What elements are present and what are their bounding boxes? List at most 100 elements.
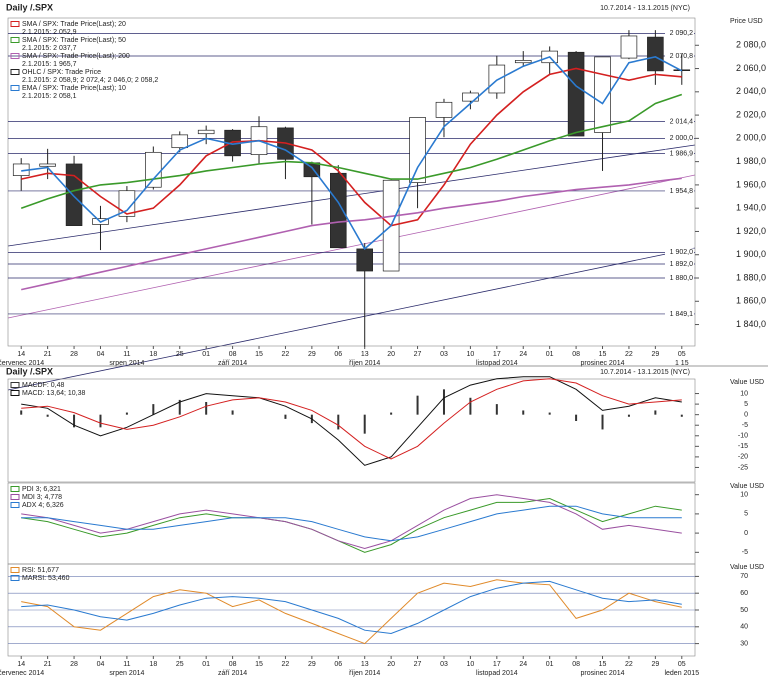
x-tick-label: 21 xyxy=(44,351,52,358)
legend-label: MACD: 13,64; 10,38 xyxy=(22,390,86,397)
level-label-bg xyxy=(665,248,694,257)
level-label: 2 014,4 xyxy=(670,118,693,125)
x-tick-label: 21 xyxy=(44,661,52,668)
candle-body xyxy=(435,101,453,118)
histogram-bar xyxy=(73,414,76,428)
x-tick-label: 10 xyxy=(467,661,475,668)
x-tick-label: 13 xyxy=(361,351,369,358)
series-line xyxy=(21,505,682,542)
level-label-bg xyxy=(665,134,694,143)
candle-body xyxy=(462,92,479,102)
x-tick-label: 03 xyxy=(440,661,448,668)
legend-label: MARSI: 53,460 xyxy=(22,575,70,582)
y-tick-label: 1 880,0 xyxy=(736,272,766,282)
series-line xyxy=(21,378,682,460)
x-tick-label: 17 xyxy=(493,351,501,358)
legend-swatch xyxy=(10,85,20,91)
histogram-bar xyxy=(654,410,657,415)
candle-body xyxy=(647,36,664,72)
legend-value: 2.1.2015: 2 052,9 xyxy=(22,29,77,36)
histogram-bar xyxy=(601,414,604,430)
x-tick-label: 01 xyxy=(202,661,210,668)
x-tick-label: 20 xyxy=(387,661,395,668)
candle-body xyxy=(409,117,426,183)
x-tick-label: 18 xyxy=(149,661,157,668)
x-tick-label: 01 xyxy=(202,351,210,358)
level-label-bg xyxy=(665,260,694,269)
x-tick-label: 04 xyxy=(97,661,105,668)
series-line xyxy=(21,579,682,645)
month-label: srpen 2014 xyxy=(109,360,144,367)
x-tick-label: 11 xyxy=(123,351,130,358)
x-tick-label: 27 xyxy=(414,351,422,358)
x-tick-label: 15 xyxy=(599,661,607,668)
y-tick-label: 1 960,0 xyxy=(736,179,766,189)
level-label: 1 954,8 xyxy=(670,188,693,195)
x-tick-label: 06 xyxy=(334,661,342,668)
y-tick-label: -10 xyxy=(738,433,748,440)
trend-line xyxy=(7,247,696,391)
y-tick-label: 5 xyxy=(744,511,748,518)
panel-title: Daily /.SPX xyxy=(6,366,53,376)
y-tick-label: -5 xyxy=(742,422,748,429)
histogram-bar xyxy=(20,410,23,415)
histogram-bar xyxy=(495,404,498,415)
candle-body xyxy=(39,163,56,167)
series-line xyxy=(21,494,682,550)
x-tick-label: 05 xyxy=(678,351,686,358)
series-line xyxy=(21,55,683,251)
panel-title: Daily /.SPX xyxy=(6,2,53,12)
x-tick-label: 29 xyxy=(308,351,316,358)
y-tick-label: 1 980,0 xyxy=(736,156,766,166)
y-tick-label: 70 xyxy=(740,573,748,580)
x-tick-label: 28 xyxy=(70,351,78,358)
y-tick-label: 2 060,0 xyxy=(736,63,766,73)
series-line xyxy=(21,497,682,553)
y-tick-label: 0 xyxy=(744,530,748,537)
x-tick-label: 27 xyxy=(414,661,422,668)
legend-swatch xyxy=(10,69,20,75)
x-tick-label: 20 xyxy=(387,351,395,358)
candle-body xyxy=(171,134,189,149)
histogram-bar xyxy=(442,389,445,415)
month-label: září 2014 xyxy=(218,670,247,677)
y-tick-label: -15 xyxy=(738,443,748,450)
level-label-bg xyxy=(665,274,694,282)
series-line xyxy=(21,67,682,227)
histogram-bar xyxy=(363,414,366,434)
candle-body xyxy=(488,64,506,94)
y-tick-label: 30 xyxy=(740,640,748,647)
x-tick-label: 08 xyxy=(572,351,580,358)
series-line xyxy=(20,93,683,209)
x-tick-label: 29 xyxy=(651,351,659,358)
legend-swatch xyxy=(10,575,20,581)
x-tick-label: 05 xyxy=(678,661,686,668)
month-label: září 2014 xyxy=(218,360,247,367)
series-line xyxy=(21,177,682,291)
date-range: 10.7.2014 - 13.1.2015 (NYC) xyxy=(600,369,690,376)
x-tick-label: 08 xyxy=(229,661,237,668)
y-tick-label: 0 xyxy=(744,412,748,419)
y-tick-label: 2 000,0 xyxy=(736,133,766,143)
x-tick-label: 01 xyxy=(546,351,554,358)
axis-label: Value USD xyxy=(730,379,764,386)
legend-label: SMA / SPX: Trade Price(Last); 50 xyxy=(22,37,126,44)
legend-swatch xyxy=(10,53,20,59)
level-label: 1 902,0 xyxy=(670,249,693,256)
histogram-bar xyxy=(337,414,340,430)
candle-body xyxy=(65,163,83,226)
y-tick-label: 60 xyxy=(740,590,748,597)
legend-label: MDI 3; 4,778 xyxy=(22,494,62,501)
histogram-bar xyxy=(575,414,578,421)
legend-value: 2.1.2015: 1 965,7 xyxy=(22,61,77,68)
y-tick-label: -20 xyxy=(738,454,748,461)
x-tick-label: 10 xyxy=(467,351,475,358)
y-tick-label: 2 040,0 xyxy=(736,86,766,96)
x-tick-label: 22 xyxy=(625,351,633,358)
x-tick-label: 03 xyxy=(440,351,448,358)
level-label: 1 986,9 xyxy=(670,150,693,157)
level-label-bg xyxy=(665,309,694,318)
level-label-bg xyxy=(665,117,694,126)
plot-frame xyxy=(7,17,696,347)
axis-label: Value USD xyxy=(730,564,764,571)
